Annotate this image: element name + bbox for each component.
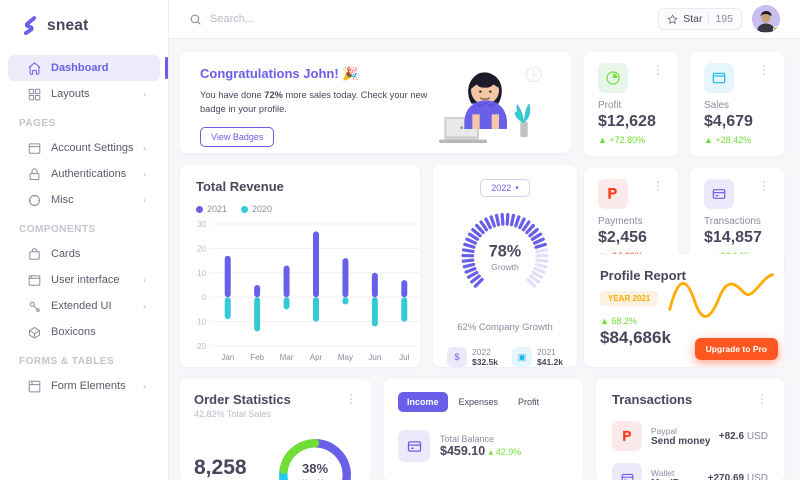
svg-text:Jun: Jun xyxy=(368,353,381,362)
svg-text:Jan: Jan xyxy=(221,353,234,362)
svg-text:Growth: Growth xyxy=(491,262,519,272)
svg-text:10: 10 xyxy=(197,269,206,278)
svg-text:-20: -20 xyxy=(196,342,207,351)
svg-text:38%: 38% xyxy=(302,461,329,476)
svg-text:Apr: Apr xyxy=(310,353,323,362)
svg-text:Feb: Feb xyxy=(250,353,264,362)
svg-text:-10: -10 xyxy=(196,318,207,327)
svg-text:0: 0 xyxy=(202,293,207,302)
svg-text:Mar: Mar xyxy=(280,353,294,362)
svg-text:78%: 78% xyxy=(489,243,521,261)
svg-text:30: 30 xyxy=(197,220,206,229)
svg-text:Jul: Jul xyxy=(399,353,409,362)
svg-text:May: May xyxy=(338,353,353,362)
svg-text:20: 20 xyxy=(197,244,206,253)
